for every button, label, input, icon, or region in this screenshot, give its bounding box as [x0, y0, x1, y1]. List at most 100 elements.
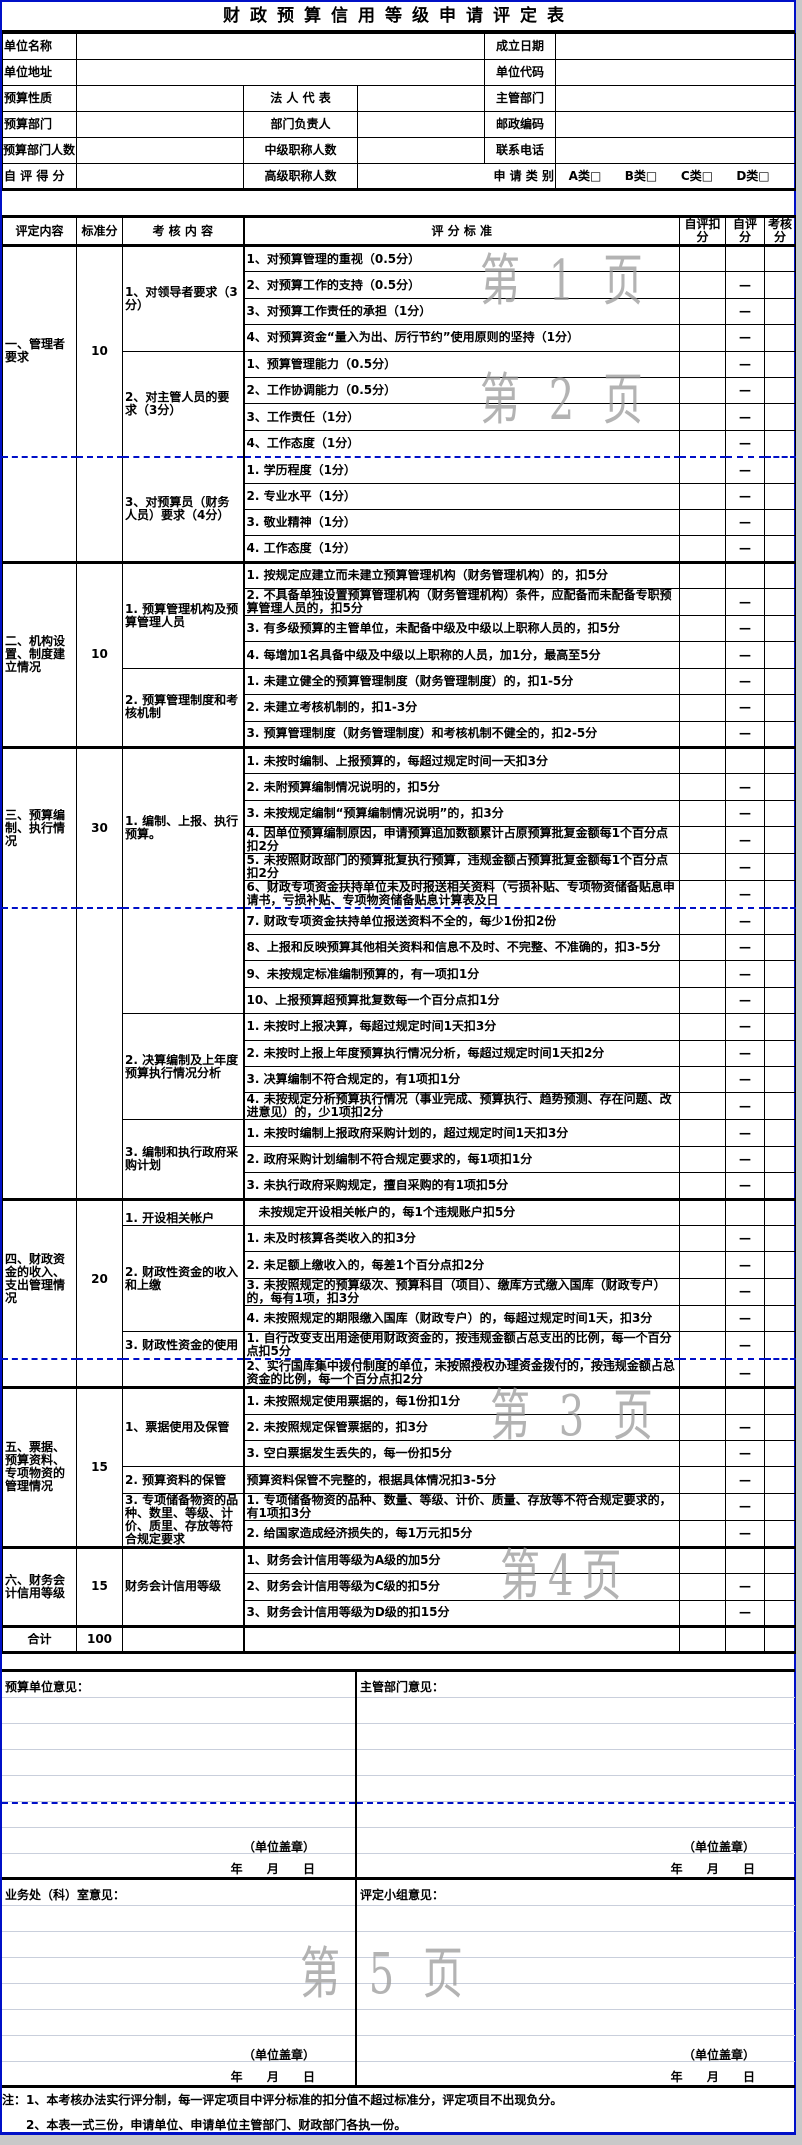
review-score-cell[interactable] — [764, 482, 796, 510]
self-score-cell[interactable]: — — [725, 934, 765, 962]
review-score-cell[interactable] — [764, 535, 796, 563]
total-self-score-cell[interactable] — [725, 1624, 765, 1654]
review-score-cell[interactable] — [764, 1358, 796, 1389]
review-score-cell[interactable] — [764, 907, 796, 936]
review-score-cell[interactable] — [764, 1172, 796, 1200]
self-deduction-cell[interactable] — [679, 482, 726, 510]
self-score-cell[interactable]: — — [725, 1251, 765, 1279]
self-score-cell[interactable]: — — [725, 880, 765, 909]
review-score-cell[interactable] — [764, 455, 796, 484]
self-score-cell[interactable]: — — [725, 907, 765, 936]
self-deduction-cell[interactable] — [679, 1145, 726, 1174]
self-deduction-cell[interactable] — [679, 1251, 726, 1279]
review-score-cell[interactable] — [764, 641, 796, 669]
self-score-cell[interactable]: — — [725, 1039, 765, 1068]
self-score-cell[interactable]: — — [725, 1119, 765, 1147]
review-score-cell[interactable] — [764, 508, 796, 537]
self-score-cell[interactable]: — — [725, 376, 765, 405]
review-score-cell[interactable] — [764, 350, 796, 378]
self-deduction-cell[interactable] — [679, 1013, 726, 1041]
review-score-cell[interactable] — [764, 1066, 796, 1094]
self-deduction-cell[interactable] — [679, 271, 726, 299]
self-deduction-cell[interactable] — [679, 1573, 726, 1601]
self-deduction-cell[interactable] — [679, 1413, 726, 1441]
review-score-cell[interactable] — [764, 746, 796, 775]
self-score-cell[interactable]: — — [725, 960, 765, 988]
legal-rep-field[interactable] — [357, 85, 485, 112]
review-score-cell[interactable] — [764, 560, 796, 590]
self-score-cell[interactable]: — — [725, 271, 765, 299]
review-score-cell[interactable] — [764, 1573, 796, 1601]
self-deduction-cell[interactable] — [679, 934, 726, 962]
self-deduction-cell[interactable] — [679, 403, 726, 431]
unit-address-field[interactable] — [76, 59, 485, 86]
review-score-cell[interactable] — [764, 1251, 796, 1279]
self-score-cell[interactable]: — — [725, 1599, 765, 1627]
review-score-cell[interactable] — [764, 324, 796, 352]
self-score-cell[interactable]: — — [725, 1145, 765, 1174]
self-score-cell[interactable]: — — [725, 403, 765, 431]
self-deduction-cell[interactable] — [679, 1304, 726, 1333]
review-score-cell[interactable] — [764, 1039, 796, 1068]
self-score-cell[interactable]: — — [725, 694, 765, 722]
review-score-cell[interactable] — [764, 1092, 796, 1121]
category-a-checkbox[interactable]: A类□ — [568, 168, 602, 183]
self-deduction-cell[interactable] — [679, 853, 726, 882]
self-deduction-cell[interactable] — [679, 1331, 726, 1360]
supervisor-opinion-box[interactable]: 主管部门意见： （单位盖章） 年 月 日 — [357, 1669, 795, 1877]
review-score-cell[interactable] — [764, 271, 796, 299]
self-deduction-cell[interactable] — [679, 1492, 726, 1522]
category-c-checkbox[interactable]: C类□ — [680, 168, 714, 183]
self-score-cell[interactable]: — — [725, 615, 765, 643]
self-score-cell[interactable] — [725, 243, 765, 273]
self-score-cell[interactable]: — — [725, 641, 765, 669]
self-score-cell[interactable] — [725, 1197, 765, 1227]
self-deduction-cell[interactable] — [679, 1439, 726, 1468]
self-deduction-cell[interactable] — [679, 1066, 726, 1094]
supervisor-dept-field[interactable] — [555, 85, 796, 112]
self-score-cell[interactable]: — — [725, 297, 765, 326]
self-deduction-cell[interactable] — [679, 826, 726, 855]
unit-name-field[interactable] — [76, 33, 485, 60]
self-score-cell[interactable]: — — [725, 986, 765, 1015]
self-score-cell[interactable]: — — [725, 588, 765, 617]
total-review-score-cell[interactable] — [764, 1624, 796, 1654]
self-deduction-cell[interactable] — [679, 615, 726, 643]
self-deduction-cell[interactable] — [679, 1119, 726, 1147]
self-score-cell[interactable]: — — [725, 1520, 765, 1548]
review-score-cell[interactable] — [764, 1413, 796, 1441]
self-deduction-cell[interactable] — [679, 376, 726, 405]
review-score-cell[interactable] — [764, 1545, 796, 1575]
senior-title-staff-field[interactable] — [357, 163, 485, 191]
self-score-cell[interactable] — [725, 746, 765, 775]
self-deduction-cell[interactable] — [679, 773, 726, 801]
budget-nature-field[interactable] — [76, 85, 244, 112]
review-score-cell[interactable] — [764, 853, 796, 882]
self-deduction-cell[interactable] — [679, 1599, 726, 1627]
self-deduction-cell[interactable] — [679, 455, 726, 484]
review-score-cell[interactable] — [764, 880, 796, 909]
self-score-cell[interactable]: — — [725, 1172, 765, 1200]
self-deduction-cell[interactable] — [679, 880, 726, 909]
budget-unit-opinion-box[interactable]: 预算单位意见： （单位盖章） 年 月 日 — [2, 1669, 357, 1877]
review-score-cell[interactable] — [764, 615, 796, 643]
self-deduction-cell[interactable] — [679, 986, 726, 1015]
review-score-cell[interactable] — [764, 934, 796, 962]
review-score-cell[interactable] — [764, 1386, 796, 1415]
self-deduction-cell[interactable] — [679, 535, 726, 563]
review-score-cell[interactable] — [764, 799, 796, 828]
self-score-cell[interactable]: — — [725, 1466, 765, 1494]
self-deduction-cell[interactable] — [679, 1277, 726, 1306]
self-score-cell[interactable]: — — [725, 1492, 765, 1522]
business-office-opinion-box[interactable]: 业务处（科）室意见： （单位盖章） 年 月 日 — [2, 1877, 357, 2085]
review-score-cell[interactable] — [764, 826, 796, 855]
category-b-checkbox[interactable]: B类□ — [624, 168, 658, 183]
review-score-cell[interactable] — [764, 667, 796, 696]
self-deduction-cell[interactable] — [679, 1092, 726, 1121]
self-score-cell[interactable]: — — [725, 429, 765, 458]
review-score-cell[interactable] — [764, 1520, 796, 1548]
self-deduction-cell[interactable] — [679, 588, 726, 617]
review-score-cell[interactable] — [764, 1599, 796, 1627]
self-deduction-cell[interactable] — [679, 960, 726, 988]
self-score-cell[interactable]: — — [725, 826, 765, 855]
